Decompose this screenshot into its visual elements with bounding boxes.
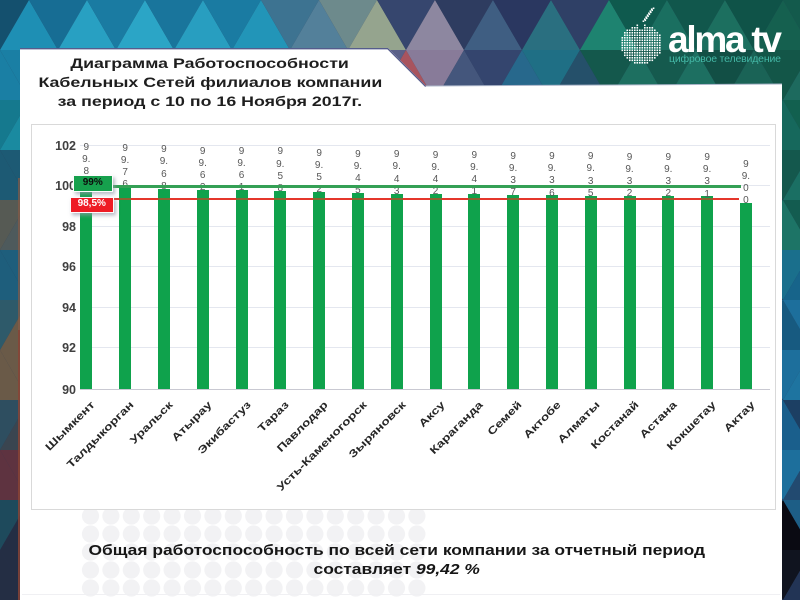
svg-text:цифровое телевидение: цифровое телевидение [669,53,781,65]
svg-text:alma tv: alma tv [668,19,782,60]
